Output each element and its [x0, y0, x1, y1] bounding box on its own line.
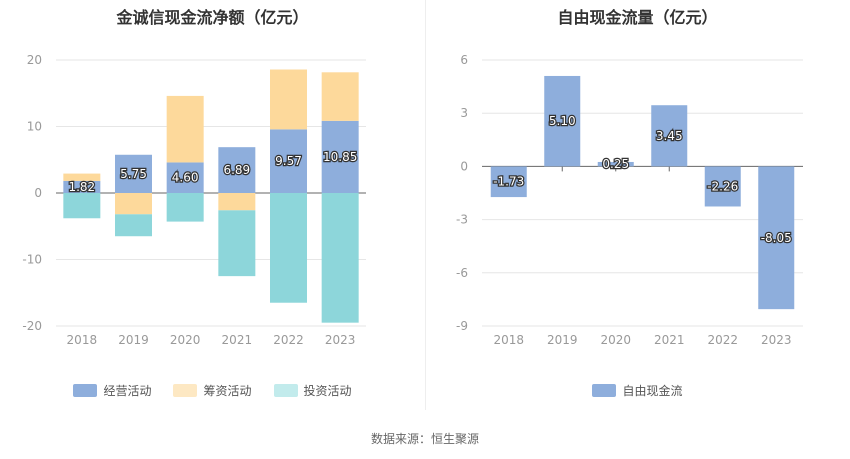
- legend: 自由现金流: [425, 382, 850, 399]
- y-tick-label: -10: [22, 253, 42, 267]
- x-tick-label: 2021: [222, 333, 253, 347]
- bar-investing-2023: [321, 193, 359, 323]
- bar-free-2018: [490, 166, 527, 198]
- y-tick-label: 3: [460, 106, 468, 120]
- y-tick-label: 6: [460, 53, 468, 67]
- legend-swatch-investing: [273, 384, 298, 397]
- bar-financing-2019: [115, 193, 152, 215]
- data-label-2020: 0.25: [602, 157, 629, 171]
- data-label-2020: 4.60: [172, 171, 199, 185]
- bar-financing-2021: [218, 193, 256, 211]
- data-label-2022: 9.57: [275, 154, 302, 168]
- data-label-2021: 6.89: [223, 163, 250, 177]
- legend-swatch-financing: [173, 384, 198, 397]
- legend-label: 经营活动: [103, 384, 152, 398]
- bar-free-2019: [544, 75, 581, 167]
- legend-item-financing[interactable]: 筹资活动: [173, 382, 252, 399]
- bar-investing-2019: [115, 214, 152, 237]
- bar-investing-2022: [270, 193, 307, 303]
- bar-operating-2022: [270, 129, 307, 193]
- x-tick-label: 2022: [273, 333, 304, 347]
- legend-item-free-cash-flow[interactable]: 自由现金流: [592, 382, 683, 399]
- bar-operating-2018: [63, 180, 101, 193]
- bar-free-2020: [597, 161, 634, 167]
- data-label-2023: -8.05: [761, 231, 792, 245]
- x-tick-label: 2018: [67, 333, 98, 347]
- cash-flow-net-plot: 20 10 0 -10 -20 2018 2019 2020 2021 2022 2023 1.82 5…: [22, 53, 366, 347]
- bar-investing-2021: [218, 210, 256, 277]
- y-tick-label: 0: [34, 186, 42, 200]
- legend-label: 筹资活动: [203, 384, 252, 398]
- bar-operating-2019: [115, 154, 152, 193]
- x-tick-label: 2023: [761, 333, 792, 347]
- data-label-2019: 5.75: [120, 167, 147, 181]
- bar-financing-2018: [63, 173, 101, 181]
- bar-financing-2023: [321, 72, 359, 121]
- free-cash-flow-plot: 6 3 0 -3 -6 -9 2018 2019 2020 2021 2022 2023 -1.73 5.…: [456, 53, 803, 347]
- y-tick-label: 0: [460, 159, 468, 173]
- data-label-2023: 10.85: [323, 150, 357, 164]
- y-tick-label: 10: [27, 120, 42, 134]
- data-label-2018: 1.82: [68, 180, 95, 194]
- x-tick-label: 2020: [170, 333, 201, 347]
- y-tick-label: -9: [456, 319, 468, 333]
- legend-swatch-free-cash-flow: [592, 384, 617, 397]
- bar-investing-2020: [166, 193, 204, 222]
- bar-operating-2021: [218, 147, 256, 193]
- x-tick-label: 2019: [547, 333, 578, 347]
- legend-label: 自由现金流: [622, 384, 683, 398]
- y-tick-label: -20: [22, 319, 42, 333]
- y-tick-label: -6: [456, 266, 468, 280]
- x-tick-label: 2022: [707, 333, 738, 347]
- data-label-2018: -1.73: [493, 175, 524, 189]
- data-source-footer: 数据来源：恒生聚源: [370, 432, 479, 446]
- bar-operating-2020: [166, 162, 204, 193]
- bar-investing-2018: [63, 193, 101, 219]
- chart-title: 自由现金流量（亿元）: [557, 8, 718, 27]
- legend-item-operating[interactable]: 经营活动: [73, 382, 151, 399]
- chart-title: 金诚信现金流净额（亿元）: [116, 8, 309, 27]
- x-tick-label: 2021: [654, 333, 685, 347]
- x-tick-label: 2023: [325, 333, 356, 347]
- legend-label: 投资活动: [303, 384, 352, 398]
- data-label-2019: 5.10: [549, 114, 576, 128]
- panel-divider: [425, 0, 426, 410]
- cash-flow-net-chart: 金诚信现金流净额（亿元） 20 10 0 -10 -20 2018 2019 2020 2021…: [0, 0, 425, 415]
- bar-free-2021: [651, 105, 688, 167]
- legend-swatch-operating: [73, 384, 98, 397]
- y-tick-label: -3: [456, 213, 468, 227]
- legend: 经营活动 筹资活动 投资活动: [0, 382, 425, 399]
- free-cash-flow-chart: 自由现金流量（亿元） 6 3 0 -3 -6 -9 2018 2019 2020 2021 2022…: [425, 0, 850, 415]
- bar-free-2022: [704, 166, 741, 207]
- x-tick-label: 2019: [118, 333, 149, 347]
- bar-financing-2020: [166, 95, 204, 163]
- x-tick-label: 2018: [493, 333, 524, 347]
- bar-free-2023: [758, 166, 795, 310]
- legend-item-investing[interactable]: 投资活动: [273, 382, 352, 399]
- data-label-2021: 3.45: [656, 129, 683, 143]
- x-tick-label: 2020: [600, 333, 631, 347]
- bar-financing-2022: [270, 69, 307, 130]
- y-tick-label: 20: [27, 53, 42, 67]
- data-label-2022: -2.26: [707, 179, 738, 193]
- bar-operating-2023: [321, 120, 359, 193]
